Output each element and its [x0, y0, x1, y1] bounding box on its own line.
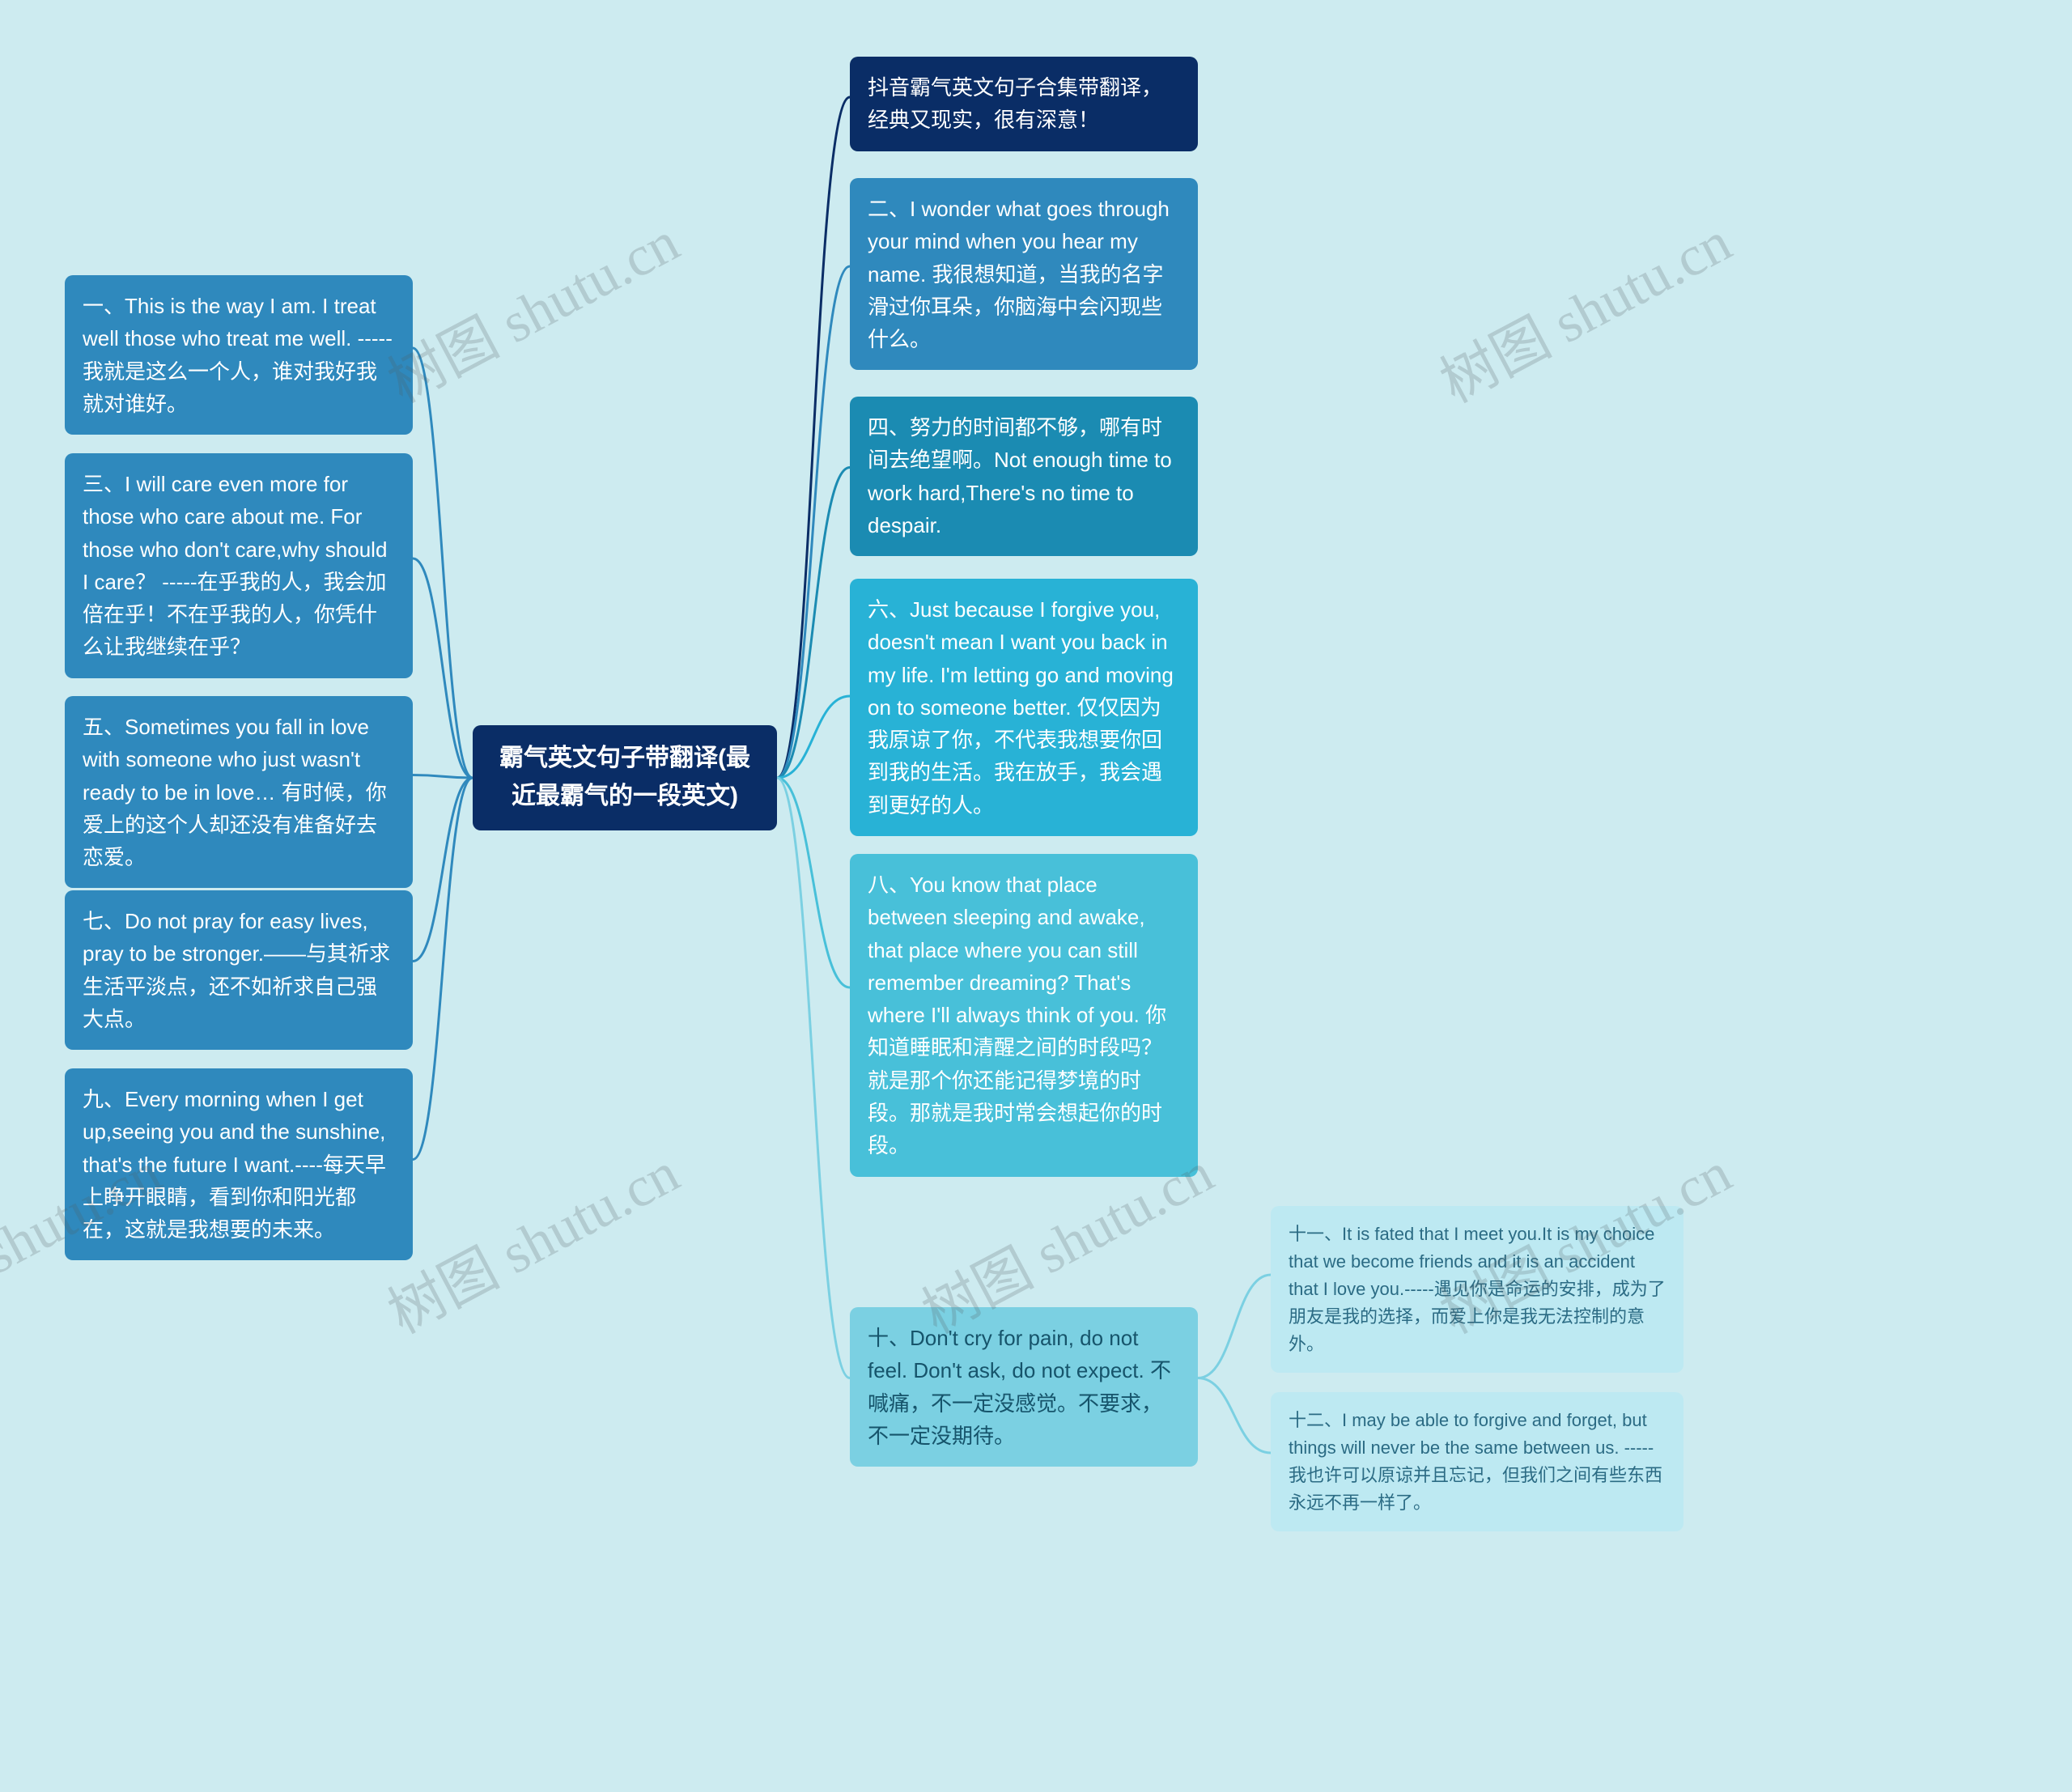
connector-edge [777, 778, 850, 987]
connector-edge [1198, 1378, 1271, 1454]
right-node-5-child-1-label: 十二、I may be able to forgive and forget, … [1289, 1410, 1662, 1513]
left-node-0[interactable]: 一、This is the way I am. I treat well tho… [65, 275, 413, 435]
right-node-3-label: 六、Just because I forgive you, doesn't me… [868, 597, 1174, 817]
left-node-3-label: 七、Do not pray for easy lives, pray to be… [83, 909, 390, 1031]
connector-edge [777, 778, 850, 1378]
connector-edge [413, 775, 473, 779]
mindmap-canvas: 霸气英文句子带翻译(最近最霸气的一段英文) 一、This is the way I… [0, 0, 2072, 1792]
right-node-2[interactable]: 四、努力的时间都不够，哪有时间去绝望啊。Not enough time to w… [850, 397, 1198, 556]
right-node-5-label: 十、Don't cry for pain, do not feel. Don't… [868, 1326, 1171, 1448]
left-node-2[interactable]: 五、Sometimes you fall in love with someon… [65, 696, 413, 888]
right-node-5-child-0-label: 十一、It is fated that I meet you.It is my … [1289, 1224, 1666, 1354]
right-node-5-child-1[interactable]: 十二、I may be able to forgive and forget, … [1271, 1392, 1684, 1531]
left-node-1-label: 三、I will care even more for those who ca… [83, 472, 387, 659]
connector-edge [777, 266, 850, 778]
right-node-1-label: 二、I wonder what goes through your mind w… [868, 197, 1170, 351]
right-node-5[interactable]: 十、Don't cry for pain, do not feel. Don't… [850, 1307, 1198, 1467]
right-node-5-child-0[interactable]: 十一、It is fated that I meet you.It is my … [1271, 1206, 1684, 1373]
watermark: 树图 shutu.cn [372, 197, 690, 419]
watermark: 树图 shutu.cn [372, 1128, 690, 1350]
left-node-0-label: 一、This is the way I am. I treat well tho… [83, 294, 393, 416]
right-node-4-label: 八、You know that place between sleeping a… [868, 873, 1166, 1157]
left-node-4-label: 九、Every morning when I get up,seeing you… [83, 1087, 386, 1242]
center-node-label: 霸气英文句子带翻译(最近最霸气的一段英文) [499, 745, 750, 809]
left-node-1[interactable]: 三、I will care even more for those who ca… [65, 453, 413, 678]
connector-edge [413, 778, 473, 1160]
connector-edge [1198, 1275, 1271, 1378]
right-node-2-label: 四、努力的时间都不够，哪有时间去绝望啊。Not enough time to w… [868, 415, 1172, 537]
connector-edge [413, 348, 473, 778]
right-node-0[interactable]: 抖音霸气英文句子合集带翻译，经典又现实，很有深意！ [850, 57, 1198, 151]
left-node-3[interactable]: 七、Do not pray for easy lives, pray to be… [65, 890, 413, 1050]
right-node-4[interactable]: 八、You know that place between sleeping a… [850, 854, 1198, 1177]
center-node[interactable]: 霸气英文句子带翻译(最近最霸气的一段英文) [473, 725, 777, 830]
connector-edge [777, 97, 850, 778]
right-node-0-label: 抖音霸气英文句子合集带翻译，经典又现实，很有深意！ [868, 75, 1162, 132]
right-node-1[interactable]: 二、I wonder what goes through your mind w… [850, 178, 1198, 370]
connector-edge [413, 778, 473, 962]
connector-edge [413, 558, 473, 778]
right-node-3[interactable]: 六、Just because I forgive you, doesn't me… [850, 579, 1198, 836]
watermark: 树图 shutu.cn [1424, 197, 1743, 419]
connector-edge [777, 468, 850, 779]
left-node-2-label: 五、Sometimes you fall in love with someon… [83, 715, 387, 869]
left-node-4[interactable]: 九、Every morning when I get up,seeing you… [65, 1068, 413, 1260]
connector-edge [777, 696, 850, 778]
